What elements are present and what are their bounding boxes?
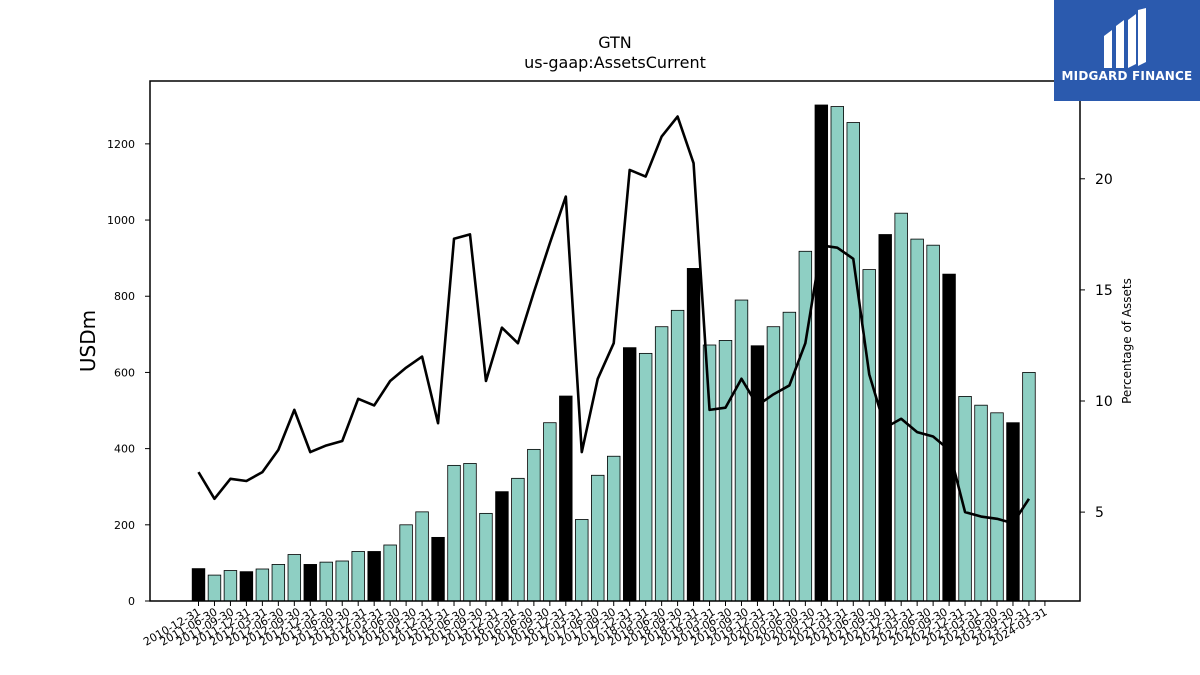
bar [271,564,286,602]
y2-tick-label: 5 [1095,505,1104,521]
bar [830,106,845,602]
bar [686,268,701,602]
bar [638,352,653,602]
y-axis-right: 5 10 15 20 [1080,172,1113,521]
midgard-logo-icon [1104,8,1146,68]
bar [223,570,238,602]
bar [1006,422,1020,602]
bar [527,448,541,602]
plot-frame [149,80,1081,602]
y-axis-label: USDm [76,310,100,372]
bar [766,326,781,602]
bar [591,474,605,602]
chart-title: GTN [598,33,632,52]
brand-name: MIDGARD FINANCE [1061,69,1193,83]
bar [926,244,940,602]
line-series [197,115,1031,525]
bar [383,544,397,602]
y-tick-label: 1000 [107,214,135,227]
bar [734,299,749,602]
bar [351,551,365,602]
bar [399,524,413,602]
bar [287,554,302,602]
bar [718,340,733,602]
bar [191,568,206,602]
x-axis: 2010-12-312011-06-302011-09-302011-12-31… [141,601,1049,649]
bar [543,422,557,602]
bar [1022,372,1036,602]
bar [479,512,493,602]
bar [559,395,573,602]
bar-series [191,104,1036,602]
y-tick-label: 600 [114,366,135,379]
bar [463,463,477,602]
bar [511,477,525,602]
y2-tick-label: 10 [1095,394,1113,410]
bar [750,345,765,602]
bar [303,564,317,602]
y2-tick-label: 15 [1095,283,1113,299]
y2-tick-label: 20 [1095,172,1113,188]
bar [814,104,829,602]
bar [255,568,270,602]
bar [782,311,797,602]
y-tick-label: 400 [114,443,135,456]
bar [942,273,956,602]
bar [862,269,876,602]
bar [575,519,589,602]
bar [702,344,717,602]
bar [239,571,254,602]
bar [319,561,333,602]
bar [431,536,445,602]
chart-subtitle: us-gaap:AssetsCurrent [524,53,706,72]
bar [654,326,669,602]
bar [990,412,1004,602]
y-tick-label: 200 [114,519,135,532]
bar [910,238,924,602]
bar [367,551,381,602]
y2-axis-label: Percentage of Assets [1120,278,1134,404]
bar [878,234,892,602]
bar [447,464,461,602]
bar [798,250,813,602]
y-tick-label: 1200 [107,138,135,151]
bar [607,455,621,602]
bar [335,560,349,602]
percentage-line [197,115,1031,525]
brand-logo: MIDGARD FINANCE [1054,0,1200,101]
bar [622,347,637,602]
bar [894,212,908,602]
y-axis-left: 0 200 400 600 800 1000 1200 [107,138,150,608]
y-tick-label: 800 [114,290,135,303]
y-tick-label: 0 [128,595,135,608]
bar [495,491,509,602]
bar [846,122,860,602]
bar [974,404,988,602]
bar [670,309,685,602]
bar [207,574,222,602]
bar [415,511,429,602]
